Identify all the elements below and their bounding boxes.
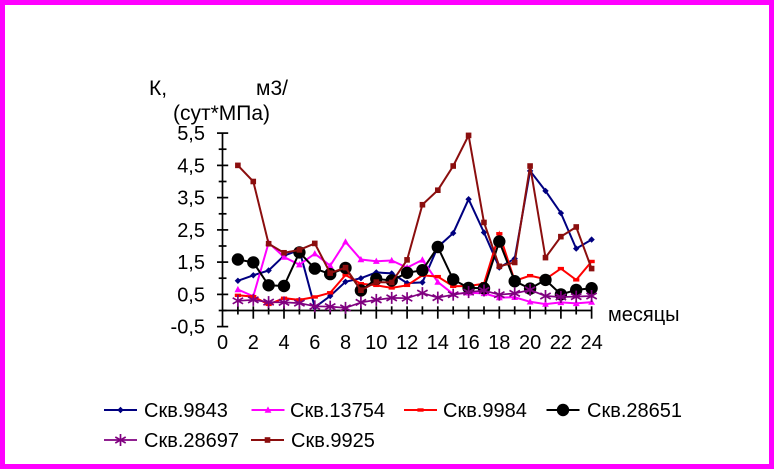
svg-text:3,5: 3,5 xyxy=(177,188,205,210)
svg-text:18: 18 xyxy=(488,332,510,354)
svg-text:Скв.9843: Скв.9843 xyxy=(144,400,228,422)
svg-text:16: 16 xyxy=(457,332,479,354)
svg-text:месяцы: месяцы xyxy=(608,304,680,326)
svg-text:(сут*МПа): (сут*МПа) xyxy=(173,102,270,125)
svg-text:6: 6 xyxy=(309,332,320,354)
svg-text:м3/: м3/ xyxy=(256,77,288,100)
svg-text:5,5: 5,5 xyxy=(177,123,205,145)
svg-text:-0,5: -0,5 xyxy=(171,317,205,339)
svg-text:20: 20 xyxy=(519,332,541,354)
svg-text:2,5: 2,5 xyxy=(177,220,205,242)
svg-text:0,5: 0,5 xyxy=(177,284,205,306)
svg-text:Скв.28651: Скв.28651 xyxy=(587,400,682,422)
svg-text:22: 22 xyxy=(550,332,572,354)
svg-text:Скв.9984: Скв.9984 xyxy=(443,400,527,422)
svg-text:4,5: 4,5 xyxy=(177,155,205,177)
svg-text:24: 24 xyxy=(580,332,602,354)
svg-text:1,5: 1,5 xyxy=(177,252,205,274)
svg-text:Скв.9925: Скв.9925 xyxy=(291,430,375,452)
svg-text:2: 2 xyxy=(248,332,259,354)
svg-text:Скв.13754: Скв.13754 xyxy=(290,400,385,422)
svg-text:8: 8 xyxy=(340,332,351,354)
svg-text:4: 4 xyxy=(278,332,289,354)
svg-text:14: 14 xyxy=(427,332,449,354)
svg-text:10: 10 xyxy=(365,332,387,354)
svg-text:К,: К, xyxy=(149,77,167,100)
svg-text:Скв.28697: Скв.28697 xyxy=(144,430,239,452)
svg-text:0: 0 xyxy=(217,332,228,354)
svg-text:12: 12 xyxy=(396,332,418,354)
